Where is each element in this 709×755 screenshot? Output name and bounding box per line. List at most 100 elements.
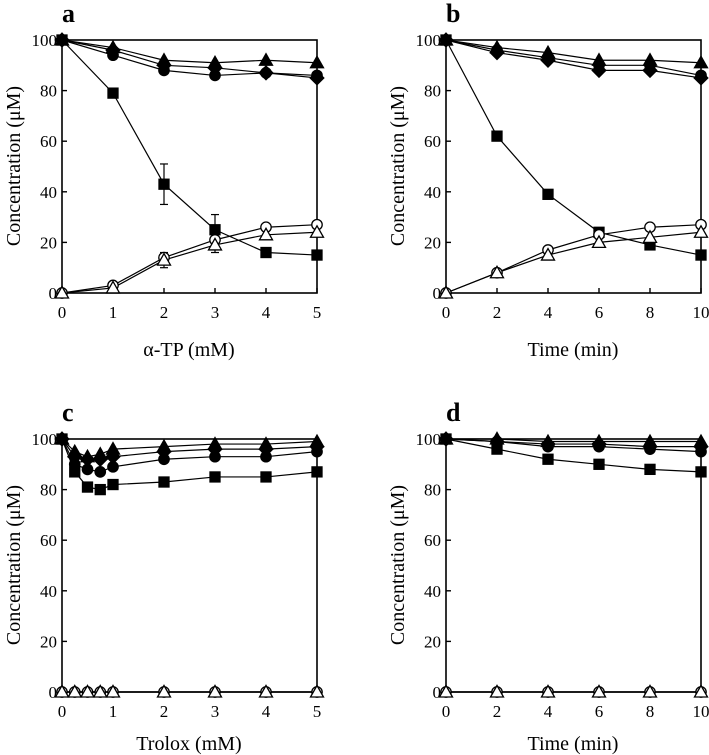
panel-a-plot-frame — [61, 39, 318, 294]
panel-d-x-tick-label: 2 — [493, 702, 502, 721]
panel-b-filled-square-point — [440, 34, 452, 46]
panel-b-open-triangle-point — [540, 247, 556, 261]
panel-c-x-tick-label: 4 — [262, 702, 271, 721]
panel-b-filled-square-line — [445, 39, 702, 256]
panel-c-y-tick-label: 60 — [40, 531, 57, 550]
panel-c-filled-circle-point — [81, 463, 94, 476]
panel-b-y-tick-label: 40 — [424, 183, 441, 202]
panel-d-open-triangle-point — [642, 684, 658, 698]
panel-c-y-tick-label: 80 — [40, 481, 57, 500]
panel-a-open-triangle-point — [105, 280, 121, 294]
panel-c-open-triangle-point — [309, 684, 325, 698]
panel-b-filled-diamond-point — [693, 70, 709, 86]
panel-a-filled-triangle-point — [309, 54, 325, 69]
panel-a-x-tick-label: 5 — [313, 303, 322, 322]
panel-c-open-triangle-point — [79, 684, 96, 698]
panel-b-filled-square-point — [695, 249, 707, 261]
panel-d-open-triangle-point — [591, 684, 607, 698]
panel-a-filled-square-point — [56, 34, 68, 46]
panel-b-y-tick-label: 20 — [424, 233, 441, 252]
panel-d-y-axis-title: Concentration (μM) — [387, 485, 409, 645]
panel-b-open-triangle-point — [438, 285, 454, 299]
panel-d-open-triangle-point — [489, 684, 505, 698]
panel-c-open-triangle-point — [67, 684, 83, 698]
panel-b-filled-diamond-point — [591, 62, 607, 79]
panel-c-open-triangle-point — [207, 684, 223, 698]
panel-c-y-axis-title: Concentration (μM) — [3, 485, 25, 645]
panel-c-x-tick-label: 0 — [58, 702, 67, 721]
panel-d-y-tick-label: 100 — [416, 430, 442, 449]
panel-b-open-triangle-point — [642, 229, 658, 243]
panel-a-filled-triangle-point — [258, 52, 274, 66]
panel-c-filled-circle-point — [94, 466, 107, 478]
panel-d-y-tick-label: 60 — [424, 531, 441, 550]
panel-d-filled-square-line — [445, 438, 702, 473]
panel-b-plot-frame — [445, 39, 702, 294]
panel-a-filled-diamond-point — [258, 65, 274, 81]
panel-d-filled-triangle-line — [446, 438, 701, 443]
panel-b-x-tick-label: 2 — [493, 303, 502, 322]
panel-b-x-tick-label: 8 — [646, 303, 655, 322]
panel-d-filled-diamond-line — [445, 438, 701, 448]
panel-b-filled-triangle-point — [693, 54, 709, 69]
panel-a: a α-TP (mM) Concentration (μM) 020406080… — [3, 0, 325, 361]
panel-a-filled-diamond-line — [61, 39, 318, 79]
panel-b-x-tick-label: 0 — [442, 303, 451, 322]
panel-d-x-axis-title: Time (min) — [528, 733, 619, 755]
panel-c-filled-square-point — [94, 483, 106, 496]
panel-d-filled-circle-point — [593, 440, 605, 453]
panel-c-label: c — [62, 398, 74, 427]
panel-a-open-circle-line — [61, 224, 318, 294]
panel-a-filled-diamond-point — [309, 70, 325, 86]
panel-b-x-tick-label: 4 — [544, 303, 553, 322]
panel-a-x-tick-label: 2 — [160, 303, 169, 322]
panel-c-filled-circle-point — [260, 450, 272, 463]
panel-d-filled-circle-line — [445, 438, 702, 453]
panel-b-open-triangle-point — [591, 234, 607, 249]
panel-c-filled-square-point — [311, 466, 323, 478]
panel-b-filled-diamond-line — [445, 39, 702, 79]
panel-a-x-tick-label: 4 — [262, 303, 271, 322]
panel-d-y-tick-label: 80 — [424, 481, 441, 500]
panel-c-open-triangle-point — [92, 684, 108, 698]
panel-c-x-tick-label: 2 — [160, 702, 169, 721]
panel-a-x-tick-label: 0 — [58, 303, 67, 322]
panel-a-y-axis-title: Concentration (μM) — [3, 86, 25, 246]
panel-d: d Time (min) Concentration (μM) 02040608… — [387, 398, 709, 755]
panel-b-open-circle-line — [445, 224, 702, 294]
panel-b-y-axis-title: Concentration (μM) — [387, 86, 409, 246]
panel-c-filled-square-point — [81, 481, 94, 493]
panel-b-y-tick-label: 80 — [424, 82, 441, 101]
panel-b-x-axis-title: Time (min) — [528, 339, 619, 361]
panel-b-x-tick-label: 10 — [693, 303, 709, 322]
panel-b-x-tick-label: 6 — [595, 303, 604, 322]
panel-b-y-tick-label: 0 — [433, 284, 442, 303]
panel-d-x-tick-label: 8 — [646, 702, 655, 721]
panel-b-open-triangle-point — [489, 264, 505, 279]
panel-d-x-tick-label: 10 — [693, 702, 709, 721]
panel-a-y-tick-label: 80 — [40, 82, 57, 101]
panel-a-filled-triangle-line — [61, 39, 318, 64]
panel-d-label: d — [446, 398, 461, 427]
panel-c-y-tick-label: 20 — [40, 632, 57, 651]
panel-a-open-triangle-point — [207, 237, 223, 251]
panel-a-filled-square-point — [209, 224, 221, 236]
panel-c-filled-square-point — [209, 471, 221, 483]
panel-a-open-triangle-point — [54, 285, 70, 299]
panel-c: c Trolox (mM) Concentration (μM) 0204060… — [3, 398, 325, 755]
panel-c-y-tick-label: 0 — [49, 683, 58, 702]
panel-a-x-tick-label: 3 — [211, 303, 220, 322]
panel-d-x-tick-label: 4 — [544, 702, 553, 721]
panel-c-y-tick-label: 40 — [40, 582, 57, 601]
panel-b-filled-diamond-point — [540, 52, 556, 68]
panel-d-plot-frame — [445, 438, 702, 693]
panel-d-filled-square-point — [695, 466, 707, 478]
panel-c-filled-circle-point — [209, 450, 221, 463]
panel-c-open-triangle-point — [156, 684, 172, 698]
panel-a-y-tick-label: 60 — [40, 132, 57, 151]
panel-d-filled-circle-point — [695, 445, 707, 458]
panel-c-x-tick-label: 5 — [313, 702, 322, 721]
panel-b-label: b — [446, 0, 460, 28]
panel-b-open-triangle-line — [445, 231, 702, 294]
panel-d-open-triangle-point — [540, 684, 556, 698]
